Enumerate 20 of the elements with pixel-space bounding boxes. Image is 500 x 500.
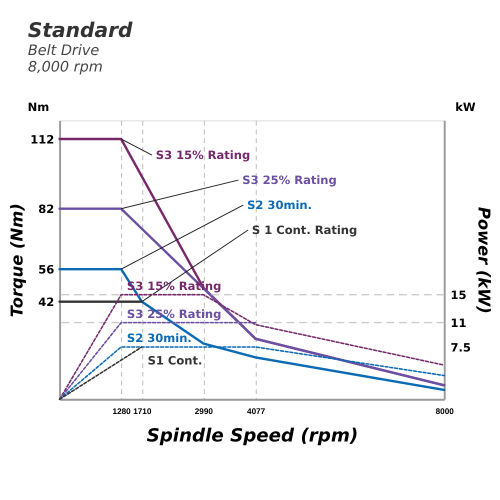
y-tick-label: 112	[30, 132, 54, 146]
text: S2 30min.	[247, 198, 312, 212]
y2-tick-label: 7.5	[450, 340, 471, 354]
y2-axis-title: Power (kW)	[474, 206, 494, 314]
series-label: S2 30min.	[126, 331, 192, 346]
y-axis-title: Torque (Nm)	[8, 203, 27, 318]
chart-title: Standard	[28, 18, 134, 42]
y-tick-label: 82	[38, 202, 54, 216]
text: Nm	[28, 100, 50, 114]
x-axis-title: Spindle Speed (rpm)	[146, 426, 358, 447]
text: kW	[455, 100, 476, 114]
y-tick-label: 56	[38, 262, 54, 276]
y-tick-label: 42	[38, 295, 54, 309]
series-label: S3 15% Rating	[156, 148, 250, 162]
series-label: S1 Cont.	[148, 353, 202, 368]
y2-tick-label: 15	[450, 288, 467, 302]
chart-subtitle: Belt Drive 8,000 rpm	[28, 43, 103, 76]
text: S3 25% Rating	[242, 172, 337, 187]
text: S 1 Cont. Rating	[252, 222, 358, 237]
y2-tick-label: 11	[450, 316, 467, 330]
